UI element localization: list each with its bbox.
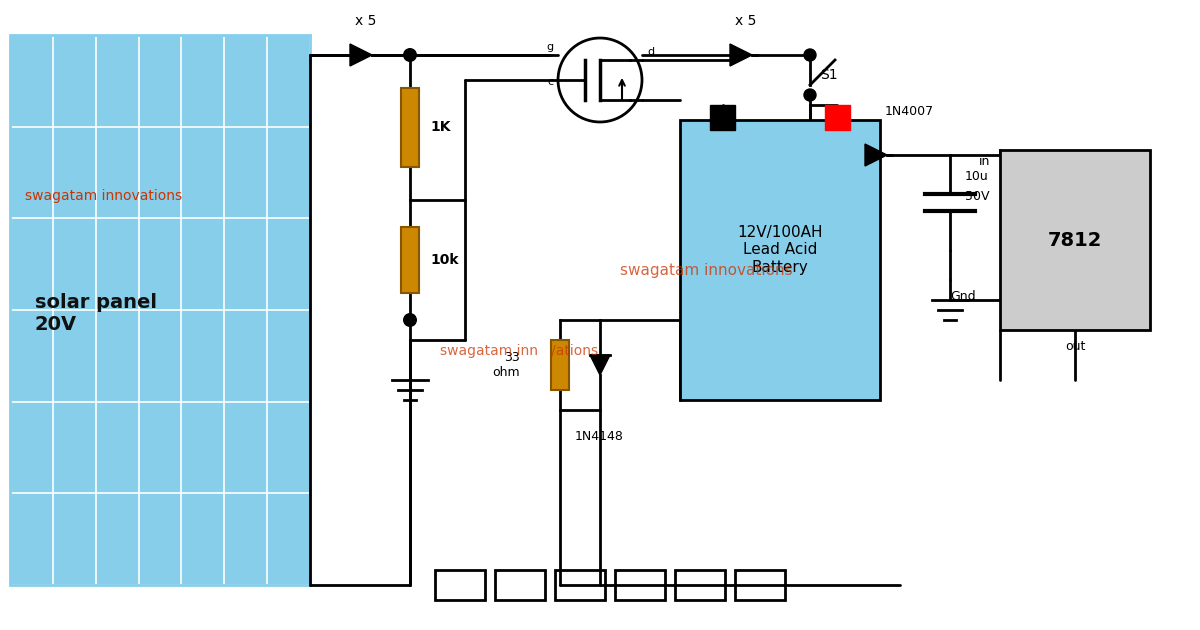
Polygon shape [730,44,752,66]
Bar [680,120,880,400]
Bar [10,35,310,585]
Bar [554,570,605,600]
Text: Gnd: Gnd [950,290,976,303]
Circle shape [558,38,642,122]
Text: out: out [1064,340,1085,353]
Text: swagatam inn   /ations: swagatam inn /ations [440,344,598,358]
Text: swagatam innovations: swagatam innovations [620,263,793,278]
Bar [551,340,569,390]
Bar [734,570,785,600]
Text: solar panel
20V: solar panel 20V [35,293,157,334]
Text: 33
ohm: 33 ohm [492,351,520,379]
Text: 10k: 10k [430,253,458,267]
Text: 7812: 7812 [1048,231,1102,249]
Bar [710,105,734,130]
Circle shape [403,313,418,327]
Bar [496,570,545,600]
Text: 1N4148: 1N4148 [575,430,624,443]
Text: x 5: x 5 [355,14,377,28]
Bar [826,105,850,130]
Polygon shape [590,355,610,375]
Circle shape [804,49,816,61]
Circle shape [403,48,418,62]
Bar [10,35,310,585]
Bar [674,570,725,600]
Bar [401,88,419,168]
Text: c: c [547,77,553,87]
Text: 10u: 10u [965,170,989,183]
Bar [616,570,665,600]
Text: 1K: 1K [430,120,450,134]
Bar [436,570,485,600]
Text: S1: S1 [820,68,838,82]
Polygon shape [350,44,372,66]
Text: 12V/100AH
Lead Acid
Battery: 12V/100AH Lead Acid Battery [737,225,823,275]
Text: in: in [979,155,990,168]
Text: x 5: x 5 [734,14,756,28]
Text: 1N4007: 1N4007 [886,105,934,118]
Bar [1000,150,1150,330]
Polygon shape [865,144,887,166]
Text: g: g [546,42,553,52]
Circle shape [804,89,816,101]
Text: 50V: 50V [965,190,990,203]
Text: swagatam innovations: swagatam innovations [25,189,182,203]
Text: d: d [647,47,654,57]
Bar [401,227,419,293]
